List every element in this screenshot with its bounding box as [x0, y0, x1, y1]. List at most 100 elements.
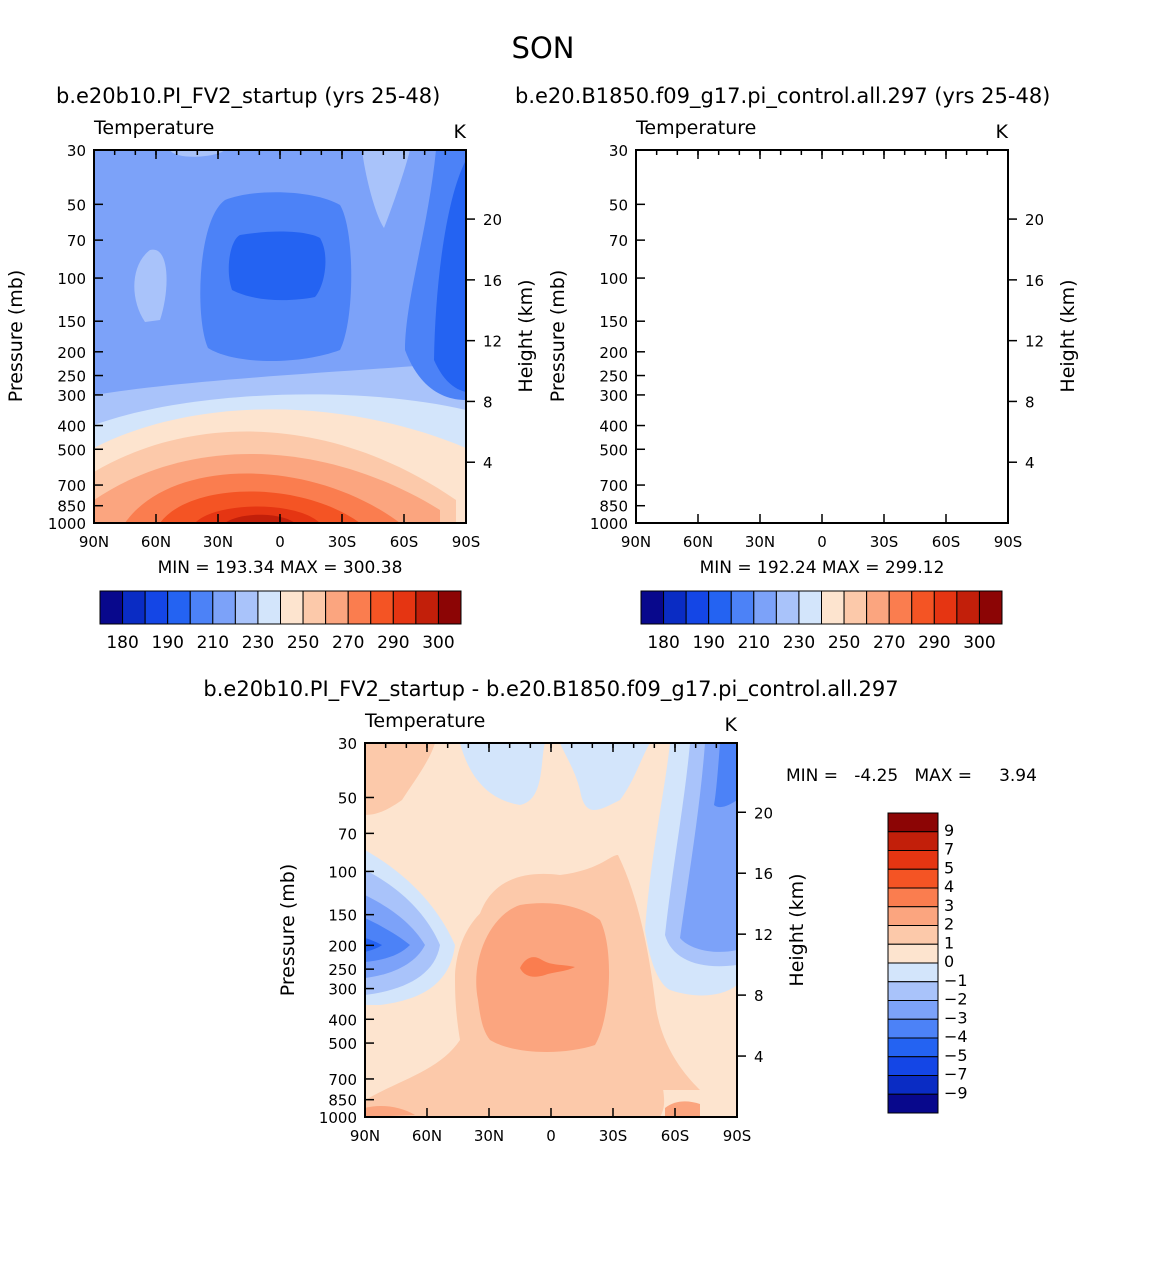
y-tick-label: 150: [57, 313, 86, 331]
right-colorbar: 180 190 210 230 250 270 290 300: [640, 590, 1003, 653]
contour-band: [636, 150, 1012, 530]
x-tick-label: 90N: [350, 1127, 380, 1145]
colorbar-label: 300: [963, 633, 995, 653]
contour-band: [476, 903, 610, 1052]
colorbar-box: [730, 590, 755, 625]
colorbar-box: [325, 590, 349, 625]
colorbar-box: [437, 590, 462, 625]
colorbar-label: −2: [944, 990, 968, 1009]
colorbar-label: −3: [944, 1008, 968, 1027]
y2-tick-label: 8: [1025, 393, 1035, 411]
x-tick-label: 0: [546, 1127, 556, 1145]
colorbar-label: 190: [692, 633, 724, 653]
contour-band: [225, 514, 295, 523]
colorbar-box: [843, 590, 868, 625]
colorbar-label: 180: [647, 633, 679, 653]
colorbar-label: 1: [944, 933, 954, 952]
right-plot-title: Temperature: [635, 117, 756, 139]
colorbar-box: [167, 590, 191, 625]
right-y-axis-label: Pressure (mb): [547, 270, 569, 403]
contour-band: [954, 150, 1008, 400]
y2-tick-label: 20: [754, 804, 773, 822]
colorbar-label: 250: [828, 633, 860, 653]
colorbar-label: −4: [944, 1027, 968, 1046]
x-tick-label: 60S: [390, 533, 419, 551]
colorbar-box: [663, 590, 687, 625]
x-tick-label: 30S: [328, 533, 357, 551]
y-tick-label: 150: [599, 313, 628, 331]
contour-band: [636, 454, 982, 530]
contour-band: [636, 255, 710, 334]
y-tick-label: 1000: [319, 1109, 357, 1127]
contour-band: [365, 743, 435, 815]
colorbar-box: [415, 590, 439, 625]
colorbar-box: [911, 590, 935, 625]
y-tick-label: 500: [57, 441, 86, 459]
colorbar-box: [887, 1037, 939, 1058]
colorbar-label: −7: [944, 1065, 968, 1084]
y-tick-label: 250: [57, 368, 86, 386]
colorbar-label: 230: [783, 633, 815, 653]
left-y2-axis-label: Height (km): [515, 279, 537, 392]
y-tick-label: 300: [599, 387, 628, 405]
colorbar-box: [887, 1018, 939, 1039]
colorbar-box: [821, 590, 845, 625]
colorbar-box: [775, 590, 800, 625]
left-stats: MIN = 193.34 MAX = 300.38: [158, 558, 403, 578]
colorbar-box: [234, 590, 259, 625]
left-contour-field: [94, 150, 466, 523]
colorbar-box: [887, 1000, 939, 1020]
contour-band: [365, 918, 410, 962]
colorbar-label: 290: [918, 633, 950, 653]
left-units: K: [454, 121, 467, 143]
left-ticks: 305070100150200250300400500700850100090N…: [48, 142, 502, 551]
y-tick-label: 400: [599, 418, 628, 436]
colorbar-box: [685, 590, 710, 625]
left-header: b.e20b10.PI_FV2_startup (yrs 25-48): [56, 84, 440, 109]
colorbar-box: [887, 831, 939, 851]
colorbar-box: [887, 850, 939, 870]
colorbar-box: [887, 887, 939, 908]
y-tick-label: 500: [328, 1035, 357, 1053]
colorbar-box: [887, 812, 939, 833]
y-tick-label: 30: [609, 142, 628, 160]
diff-contour-field: [365, 743, 737, 1117]
contour-band: [560, 743, 650, 810]
colorbar-box: [144, 590, 169, 625]
colorbar-box: [302, 590, 327, 625]
colorbar-box: [887, 868, 939, 889]
y-tick-label: 700: [328, 1071, 357, 1089]
left-plot-title: Temperature: [93, 117, 214, 139]
contour-band: [990, 205, 1008, 390]
right-contour-field: [636, 150, 1012, 530]
x-tick-label: 0: [817, 533, 827, 551]
diff-plot-title: Temperature: [364, 710, 485, 732]
colorbar-box: [887, 981, 939, 1001]
contour-band: [134, 249, 167, 322]
right-ticks: 305070100150200250300400500700850100090N…: [590, 142, 1044, 551]
colorbar-box: [212, 590, 236, 625]
y2-tick-label: 20: [1025, 211, 1044, 229]
y-tick-label: 700: [599, 477, 628, 495]
contour-band: [228, 231, 326, 301]
colorbar-box: [392, 590, 417, 625]
colorbar-label: 2: [944, 915, 954, 934]
y-tick-label: 100: [599, 270, 628, 288]
x-tick-label: 30N: [474, 1127, 504, 1145]
colorbar-label: 230: [242, 633, 274, 653]
colorbar-box: [866, 590, 890, 625]
y-tick-label: 70: [338, 825, 357, 843]
colorbar-label: 270: [873, 633, 905, 653]
diff-ticks: 305070100150200250300400500700850100090N…: [319, 735, 773, 1145]
y-tick-label: 400: [328, 1011, 357, 1029]
colorbar-box: [189, 590, 214, 625]
y-tick-label: 200: [599, 344, 628, 362]
contour-band: [904, 150, 952, 258]
contour-band: [702, 491, 902, 523]
colorbar-box: [887, 962, 939, 983]
colorbar-box: [640, 590, 665, 625]
colorbar-label: 290: [377, 633, 409, 653]
diff-panel: 305070100150200250300400500700850100090N…: [277, 710, 1037, 1145]
x-tick-label: 30N: [203, 533, 233, 551]
